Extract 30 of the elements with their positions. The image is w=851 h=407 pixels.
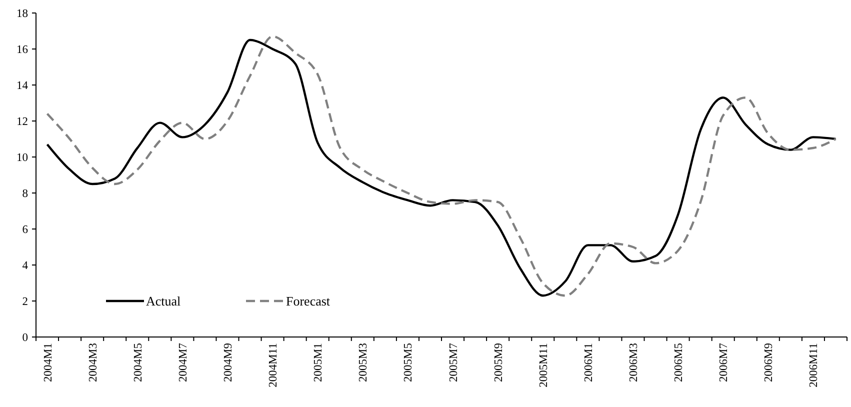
x-tick-label: 2004M7: [177, 342, 190, 382]
x-tick-label: 2004M11: [268, 342, 280, 388]
legend-label: Actual: [146, 294, 182, 309]
x-tick-label: 2005M11: [538, 342, 550, 388]
x-tick-label: 2004M3: [87, 342, 100, 382]
x-tick-label: 2006M9: [763, 342, 776, 382]
y-tick-label: 12: [16, 116, 28, 128]
y-tick-label: 4: [22, 260, 28, 272]
x-tick-label: 2006M7: [718, 342, 730, 382]
y-tick-label: 6: [22, 224, 28, 236]
y-tick-label: 8: [22, 188, 28, 200]
x-tick-label: 2005M3: [358, 342, 370, 382]
x-tick-label: 2004M9: [222, 342, 235, 382]
x-tick-label: 2005M1: [312, 342, 325, 382]
y-tick-label: 0: [22, 332, 28, 344]
x-tick-label: 2005M7: [448, 342, 460, 382]
x-tick-label: 2006M11: [808, 342, 820, 388]
y-tick-label: 2: [22, 296, 28, 308]
y-tick-label: 18: [16, 8, 28, 20]
x-tick-label: 2004M5: [132, 342, 144, 382]
x-tick-label: 2004M1: [42, 342, 54, 382]
legend-label: Forecast: [286, 294, 330, 309]
y-tick-label: 14: [16, 80, 28, 92]
x-tick-label: 2005M5: [402, 342, 415, 382]
x-tick-label: 2006M1: [582, 342, 595, 382]
y-tick-label: 10: [16, 152, 28, 164]
y-tick-label: 16: [16, 44, 28, 56]
x-tick-label: 2005M9: [492, 342, 505, 382]
x-tick-label: 2006M3: [628, 342, 640, 382]
x-tick-label: 2006M5: [673, 342, 686, 382]
